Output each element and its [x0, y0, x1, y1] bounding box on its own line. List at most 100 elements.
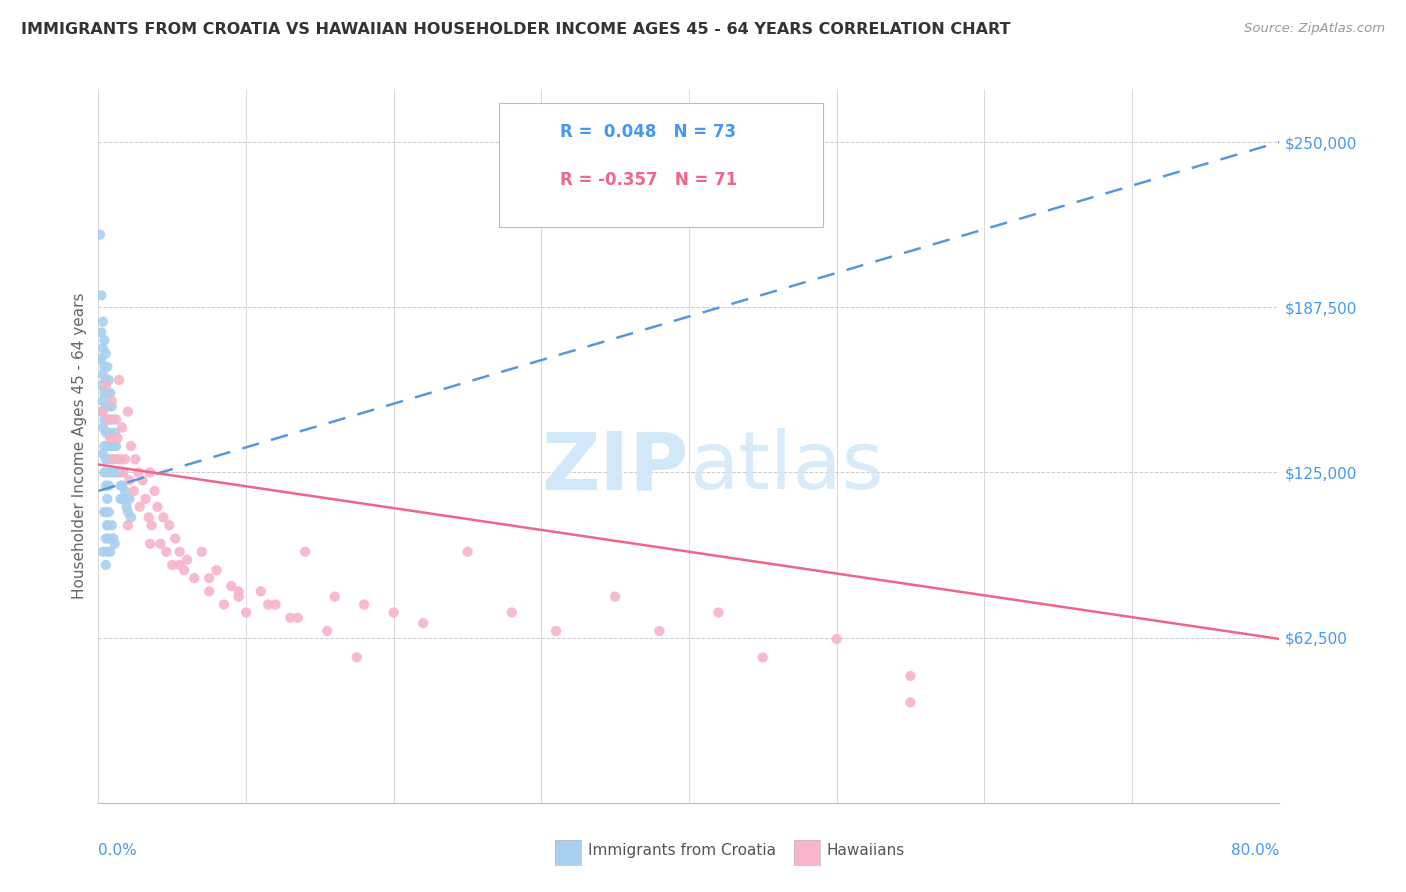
Point	[382, 606, 405, 620]
Point	[94, 558, 117, 572]
Point	[97, 412, 120, 426]
Point	[152, 510, 174, 524]
Point	[98, 545, 121, 559]
Point	[100, 518, 122, 533]
Point	[96, 439, 118, 453]
Point	[110, 478, 132, 492]
Point	[93, 386, 115, 401]
Point	[191, 545, 214, 559]
Point	[111, 478, 134, 492]
Point	[114, 483, 136, 498]
Point	[97, 478, 120, 492]
Point	[412, 616, 434, 631]
Text: Source: ZipAtlas.com: Source: ZipAtlas.com	[1244, 22, 1385, 36]
Point	[111, 420, 134, 434]
Point	[173, 563, 195, 577]
Point	[97, 400, 120, 414]
Point	[94, 378, 117, 392]
Point	[752, 650, 775, 665]
Point	[108, 373, 131, 387]
Point	[98, 386, 121, 401]
Point	[353, 598, 375, 612]
Point	[103, 532, 125, 546]
Point	[91, 447, 114, 461]
Point	[100, 400, 122, 414]
Point	[91, 404, 114, 418]
Point	[91, 394, 114, 409]
Text: atlas: atlas	[689, 428, 883, 507]
Point	[141, 518, 163, 533]
Point	[94, 532, 117, 546]
Point	[110, 452, 132, 467]
Point	[107, 452, 129, 467]
Point	[132, 474, 155, 488]
Y-axis label: Householder Income Ages 45 - 64 years: Householder Income Ages 45 - 64 years	[72, 293, 87, 599]
Point	[94, 425, 117, 440]
Point	[169, 545, 191, 559]
Point	[94, 346, 117, 360]
Point	[323, 590, 346, 604]
Point	[90, 378, 112, 392]
Point	[155, 545, 177, 559]
Point	[90, 351, 112, 366]
Point	[97, 505, 120, 519]
Text: Hawaiians: Hawaiians	[827, 844, 905, 858]
Point	[346, 650, 368, 665]
Point	[98, 439, 121, 453]
Point	[98, 412, 121, 426]
Point	[94, 478, 117, 492]
Point	[546, 624, 568, 638]
Point	[212, 598, 235, 612]
Point	[135, 491, 157, 506]
Point	[257, 598, 280, 612]
Point	[100, 452, 122, 467]
Point	[605, 590, 627, 604]
Point	[112, 466, 135, 480]
Point	[198, 571, 221, 585]
Point	[287, 611, 309, 625]
Point	[103, 452, 125, 467]
Point	[90, 288, 112, 302]
Point	[104, 537, 127, 551]
Point	[120, 510, 142, 524]
Point	[96, 518, 118, 533]
Point	[139, 537, 162, 551]
Point	[124, 452, 146, 467]
Point	[280, 611, 302, 625]
Point	[105, 466, 128, 480]
Point	[93, 333, 115, 347]
Point	[96, 545, 118, 559]
Point	[97, 373, 120, 387]
Point	[250, 584, 273, 599]
Point	[91, 315, 114, 329]
Point	[96, 491, 118, 506]
Text: 0.0%: 0.0%	[98, 843, 138, 858]
Point	[104, 425, 127, 440]
Point	[117, 404, 139, 418]
Point	[169, 558, 191, 572]
Point	[97, 532, 120, 546]
Point	[127, 466, 149, 480]
Point	[235, 606, 257, 620]
Point	[91, 368, 114, 382]
Point	[501, 606, 523, 620]
Point	[89, 227, 111, 242]
Point	[900, 695, 922, 709]
Point	[120, 439, 142, 453]
Text: 80.0%: 80.0%	[1232, 843, 1279, 858]
Point	[183, 571, 205, 585]
Text: IMMIGRANTS FROM CROATIA VS HAWAIIAN HOUSEHOLDER INCOME AGES 45 - 64 YEARS CORREL: IMMIGRANTS FROM CROATIA VS HAWAIIAN HOUS…	[21, 22, 1011, 37]
Point	[90, 326, 112, 340]
Point	[117, 518, 139, 533]
Point	[96, 466, 118, 480]
Point	[176, 552, 198, 566]
Point	[294, 545, 316, 559]
Point	[91, 341, 114, 355]
Point	[138, 510, 160, 524]
Point	[93, 505, 115, 519]
Point	[107, 431, 129, 445]
Point	[457, 545, 479, 559]
Point	[100, 394, 122, 409]
Point	[648, 624, 671, 638]
Point	[93, 359, 115, 374]
